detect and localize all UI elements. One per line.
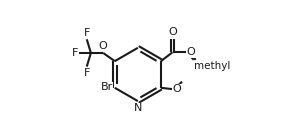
Text: O: O	[99, 41, 107, 51]
Text: O: O	[186, 47, 195, 57]
Text: F: F	[84, 28, 90, 38]
Text: F: F	[71, 48, 78, 58]
Text: N: N	[134, 103, 143, 113]
Text: F: F	[84, 68, 90, 78]
Text: O: O	[173, 84, 181, 94]
Text: Br: Br	[101, 82, 113, 92]
Text: methyl: methyl	[194, 61, 231, 71]
Text: O: O	[168, 26, 177, 37]
